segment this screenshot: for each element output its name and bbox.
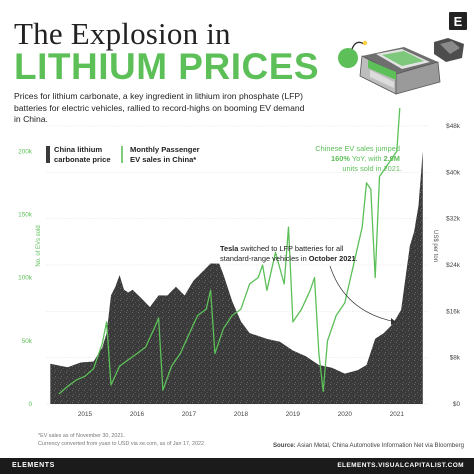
tesla-annotation: Tesla switched to LFP batteries for all … [220,244,397,325]
y-left-tick-label: 100k [18,275,33,282]
battery-illustration [338,38,464,95]
price-area [50,150,423,404]
sales-series [58,108,401,395]
footer-bar: ELEMENTS ELEMENTS.VISUALCAPITALIST.COM [0,458,474,474]
battery-pack-icon [359,47,441,95]
legend-price-label: China lithium carbonate price [54,145,111,164]
y-right-tick-label: $16k [446,308,461,315]
sales-annotation: Chinese EV sales jumped 160% YoY, with 2… [315,144,402,173]
legend-sales-label: Monthly Passenger EV sales in China* [130,145,200,164]
x-tick-label: 2018 [234,411,249,418]
y-left-tick-label: 200k [18,148,33,155]
footer-brand: ELEMENTS [12,462,55,469]
price-series [50,150,423,404]
y-right-tick-label: $32k [446,216,461,223]
y-left-axis-label: No. of EVs sold [36,225,42,266]
y-left-tick-label: 50k [22,338,33,345]
footnote: *EV sales as of November 30, 2021. Curre… [38,432,204,448]
y-right-tick-label: $0 [453,401,461,408]
y-left-tick-label: 0 [28,401,32,408]
source-label: Source: [272,442,296,449]
x-tick-label: 2020 [338,411,353,418]
y-right-tick-label: $24k [446,262,461,269]
title-line-1: The Explosion in [14,16,231,51]
fuse-bomb-icon [338,40,368,68]
x-tick-label: 2019 [286,411,301,418]
svg-text:Tesla switched to LFP batterie: Tesla switched to LFP batteries for all … [220,244,358,263]
x-axis: 2015 2016 2017 2018 2019 2020 2021 [78,411,404,418]
legend-price-swatch [46,146,50,163]
footnote-line-1: *EV sales as of November 30, 2021. [38,433,125,439]
tesla-arrow-head [391,318,396,325]
elements-logo-icon: E [449,12,467,30]
x-tick-label: 2021 [390,411,405,418]
title-line-2: LITHIUM PRICES [14,46,320,87]
intro-text: Prices for lithium carbonate, a key ingr… [14,91,305,125]
lithium-chart: 2015 2016 2017 2018 2019 2020 2021 0 50k 100k 150… [18,108,461,418]
y-right-tick-label: $8k [450,355,461,362]
y-right-tick-label: $40k [446,169,461,176]
lithium-rock-icon [434,38,464,62]
tesla-arrow [329,265,397,323]
source-text: Source: Asian Metal, China Automotive In… [273,442,464,449]
y-right-tick-label: $48k [446,123,461,130]
y-axis-right: $0 $8k $16k $24k $32k $40k $48k [446,123,461,408]
footer-site-link[interactable]: ELEMENTS.VISUALCAPITALIST.COM [337,462,464,469]
x-tick-label: 2016 [130,411,145,418]
source-value: Asian Metal, China Automotive Informatio… [297,442,464,449]
sales-line [58,108,401,395]
y-right-axis-label: US$ per ton [432,230,438,262]
y-left-tick-label: 150k [18,211,33,218]
legend: China lithium carbonate price Monthly Pas… [46,145,200,164]
x-tick-label: 2017 [182,411,197,418]
y-axis-left: 0 50k 100k 150k 200k [18,148,33,408]
footnote-line-2: Currency converted from yuan to USD via … [38,441,204,447]
x-tick-label: 2015 [78,411,93,418]
svg-text:Chinese EV sales jumped: Chinese EV sales jumped 160% YoY, with 2… [315,144,402,173]
